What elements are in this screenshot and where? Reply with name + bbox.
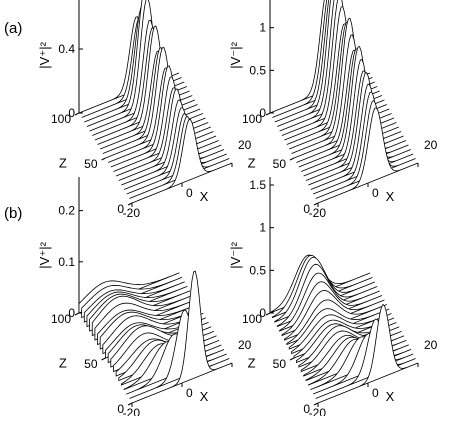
v-tick-label: 0.5 [249, 263, 266, 277]
z-tick-label: 50 [273, 157, 287, 171]
v-axis-label: |V⁻|² [228, 241, 243, 268]
z-tick-label: 0 [303, 202, 310, 216]
profile-curve [131, 118, 233, 204]
profile-curve [115, 87, 217, 177]
z-tick-mark [74, 112, 80, 116]
z-tick-mark [313, 402, 319, 406]
z-axis-label: Z [59, 356, 67, 371]
profile-curve [317, 303, 419, 404]
x-tick-label: -20 [309, 406, 327, 416]
z-tick-mark [289, 357, 295, 361]
profile-curve [310, 83, 411, 190]
z-axis-label: Z [59, 156, 67, 171]
z-tick-label: 0 [303, 402, 310, 416]
x-tick-label: -20 [123, 406, 141, 416]
v-tick-label: 0 [68, 106, 75, 120]
v-axis-label: |V⁺|² [37, 241, 52, 268]
z-tick-mark [289, 157, 295, 161]
z-tick-label: 100 [242, 112, 262, 126]
profile-curve [305, 70, 407, 181]
v-tick-label: 0 [68, 306, 75, 320]
x-tick-label: 20 [424, 338, 438, 352]
z-tick-label: 0 [117, 202, 124, 216]
panel-label-a: (a) [4, 20, 22, 37]
x-tick-label: 20 [238, 338, 252, 352]
profile-curve [129, 309, 230, 399]
x-tick-label: 0 [372, 186, 379, 200]
v-axis-label: |V⁻|² [228, 41, 243, 68]
profile-curve [313, 91, 414, 195]
z-axis-label: Z [248, 156, 256, 171]
profile-curve [126, 113, 227, 195]
x-axis-label: X [200, 189, 209, 204]
z-axis-label: Z [248, 356, 256, 371]
profile-curve [308, 72, 409, 186]
z-tick-label: 100 [51, 112, 71, 126]
x-tick-label: 0 [186, 386, 193, 400]
v-tick-label: 1 [259, 21, 266, 35]
v-tick-label: 0.4 [58, 42, 75, 56]
z-tick-mark [127, 402, 133, 406]
v-tick-label: 0.2 [58, 204, 75, 218]
z-tick-mark [127, 202, 133, 206]
z-tick-label: 0 [117, 402, 124, 416]
v-tick-label: 0.1 [58, 255, 75, 269]
z-tick-mark [101, 357, 106, 361]
z-tick-label: 50 [84, 157, 98, 171]
x-tick-label: 20 [238, 138, 252, 152]
v-tick-label: 1.5 [249, 178, 266, 192]
profile-curve [303, 58, 404, 177]
x-tick-label: -20 [123, 206, 141, 220]
z-tick-mark [313, 202, 319, 206]
z-tick-label: 50 [273, 357, 287, 371]
z-tick-mark [265, 312, 271, 316]
profile-curve [131, 270, 233, 404]
z-tick-label: 100 [242, 312, 262, 326]
z-tick-label: 100 [51, 312, 71, 326]
z-tick-label: 50 [84, 357, 98, 371]
profile-curve [113, 76, 214, 172]
x-axis-label: X [386, 189, 395, 204]
x-tick-label: 0 [186, 186, 193, 200]
z-tick-mark [265, 112, 271, 116]
profile-curve [298, 48, 399, 168]
x-tick-label: -20 [309, 206, 327, 220]
x-axis-label: X [200, 389, 209, 404]
v-tick-label: 1 [259, 221, 266, 235]
profile-curve [315, 100, 416, 199]
profile-curve [110, 65, 211, 168]
profile-curve [123, 106, 225, 190]
v-tick-label: 0 [259, 106, 266, 120]
z-tick-mark [101, 157, 106, 161]
v-tick-label: 0 [259, 306, 266, 320]
x-tick-label: 20 [424, 138, 438, 152]
profile-curve [121, 99, 222, 186]
x-tick-label: 0 [372, 386, 379, 400]
z-tick-mark [74, 312, 80, 316]
profile-curve [129, 115, 230, 199]
panel-label-b: (b) [4, 205, 22, 222]
x-axis-label: X [386, 389, 395, 404]
profile-curve [315, 318, 416, 399]
profile-curve [317, 107, 419, 204]
profile-curve [118, 88, 219, 181]
v-tick-label: 0.5 [249, 63, 266, 77]
v-axis-label: |V⁺|² [37, 41, 52, 68]
